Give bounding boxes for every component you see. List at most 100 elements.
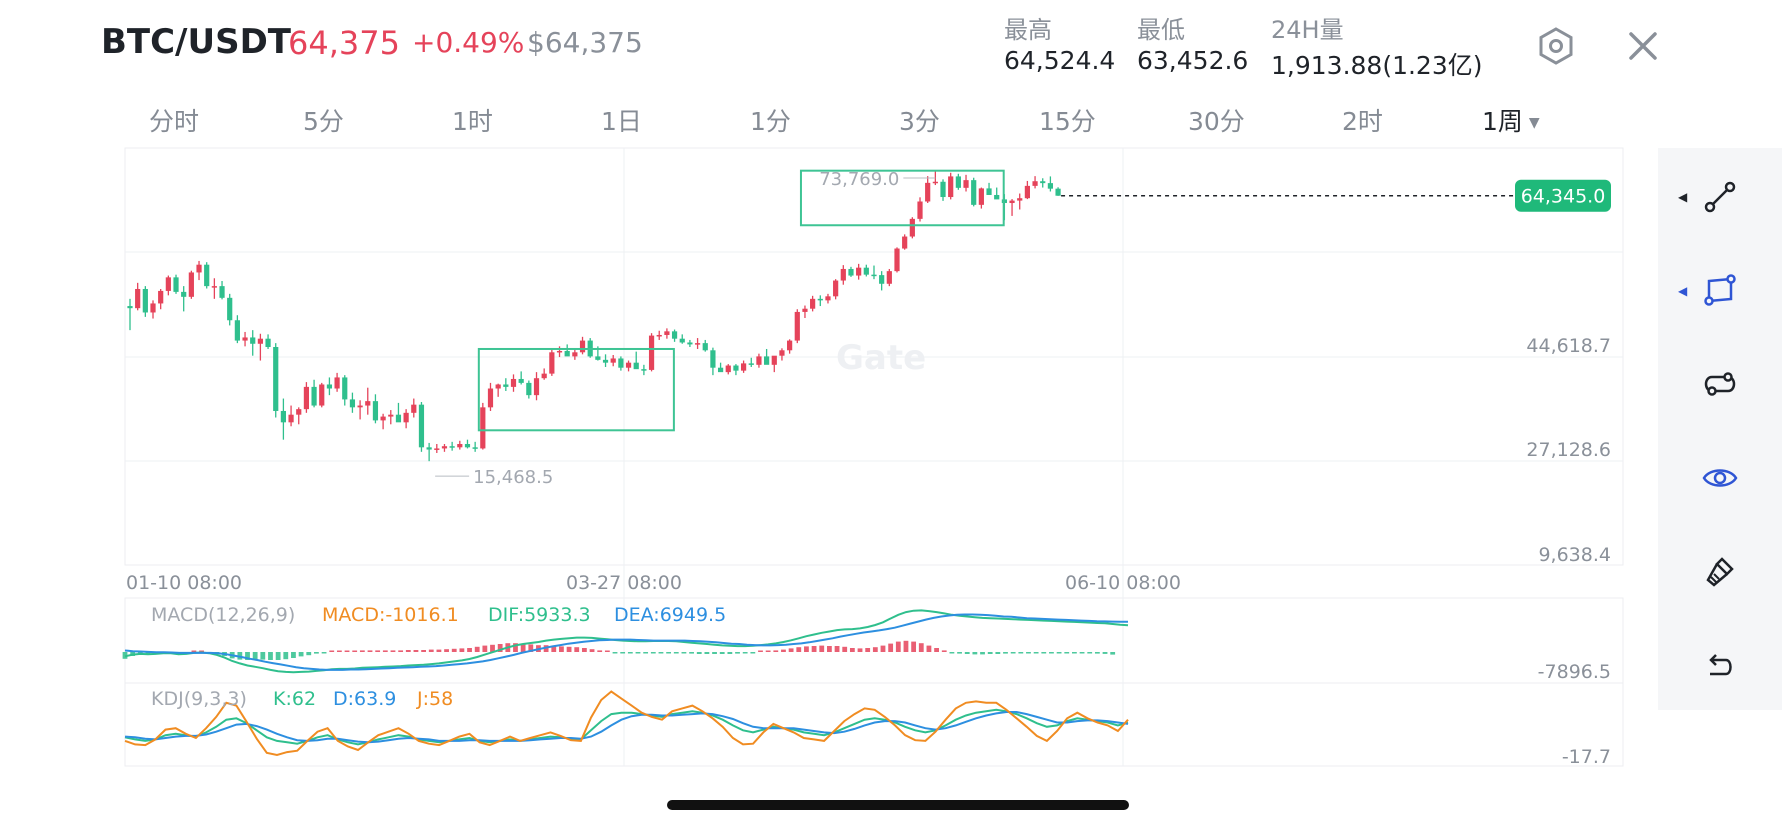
- tab-1h[interactable]: 1时: [452, 107, 493, 136]
- candle-body: [204, 264, 210, 287]
- macd-histogram-bar: [1064, 652, 1070, 654]
- macd-histogram-bar: [199, 650, 204, 652]
- line-draw-icon[interactable]: [1700, 176, 1740, 216]
- candle-body: [449, 446, 455, 448]
- macd-histogram-bar: [459, 648, 465, 652]
- candle-body: [694, 343, 701, 345]
- candle-body: [495, 384, 501, 389]
- macd-histogram-bar: [620, 652, 626, 654]
- candle-body: [741, 363, 747, 371]
- macd-histogram-bar: [604, 650, 610, 652]
- candle-body: [955, 176, 961, 188]
- macd-histogram-bar: [658, 652, 664, 654]
- macd-histogram-bar: [1018, 652, 1024, 654]
- stat-low-label: 最低: [1137, 16, 1185, 44]
- macd-histogram-bar: [268, 652, 273, 660]
- macd-histogram-bar: [306, 652, 312, 656]
- candle-body: [441, 446, 448, 449]
- macd-histogram-bar: [344, 650, 350, 652]
- candle-body: [127, 306, 133, 309]
- expand-arrow-icon[interactable]: ◀: [1678, 190, 1688, 204]
- eraser-brush-icon[interactable]: [1700, 552, 1740, 592]
- macd-histogram-bar: [421, 650, 427, 652]
- candle-body: [518, 378, 524, 383]
- macd-dif-value: DIF:5933.3: [488, 604, 591, 626]
- macd-histogram-bar: [1110, 652, 1116, 655]
- macd-dea-value: DEA:6949.5: [614, 604, 726, 626]
- candle-body: [526, 382, 532, 396]
- macd-histogram-bar: [359, 650, 365, 652]
- kdj-title: KDJ(9,3,3): [151, 688, 247, 710]
- candle-body: [296, 409, 302, 415]
- macd-histogram-bar: [191, 650, 197, 652]
- macd-histogram-bar: [490, 644, 495, 652]
- tab-fenshi[interactable]: 分时: [149, 107, 200, 136]
- tab-1d[interactable]: 1日: [601, 107, 642, 136]
- macd-histogram-bar: [467, 648, 472, 652]
- candle-body: [311, 386, 317, 406]
- path-tool-icon[interactable]: [1700, 364, 1740, 404]
- macd-histogram-bar: [719, 652, 725, 654]
- candle-body: [173, 277, 179, 292]
- macd-histogram-bar: [704, 652, 710, 654]
- tab-15m[interactable]: 15分: [1039, 107, 1096, 136]
- last-price: 64,375: [288, 24, 400, 62]
- macd-histogram-bar: [1094, 652, 1100, 654]
- macd-histogram-bar: [497, 644, 503, 652]
- candle-body: [1032, 181, 1038, 186]
- macd-histogram-bar: [742, 652, 748, 654]
- kdj-y-tick: -17.7: [1562, 746, 1611, 768]
- candle-body: [702, 343, 708, 351]
- macd-histogram-bar: [735, 652, 740, 654]
- macd-histogram-bar: [872, 647, 878, 652]
- candle-body: [748, 363, 754, 365]
- candle-body: [188, 272, 194, 297]
- candle-body: [227, 297, 233, 321]
- candle-body: [917, 201, 923, 219]
- macd-histogram-bar: [543, 645, 549, 652]
- candle-body: [273, 347, 279, 411]
- tab-30m[interactable]: 30分: [1188, 107, 1245, 136]
- macd-histogram-bar: [382, 650, 388, 652]
- undo-icon[interactable]: [1700, 646, 1740, 686]
- candle-body: [787, 340, 793, 351]
- candle-body: [894, 248, 900, 272]
- macd-histogram-bar: [298, 652, 304, 657]
- last-price-tag: [1515, 179, 1611, 212]
- macd-histogram-bar: [895, 641, 901, 652]
- macd-histogram-bar: [482, 645, 488, 652]
- x-tick-label: 06-10 08:00: [1065, 572, 1181, 594]
- candle-body: [487, 388, 494, 408]
- tab-2h[interactable]: 2时: [1342, 107, 1383, 136]
- tab-1m[interactable]: 1分: [750, 107, 791, 136]
- candle-body: [434, 448, 440, 450]
- candle-body: [909, 218, 915, 237]
- eye-icon[interactable]: [1700, 458, 1740, 498]
- macd-histogram-bar: [811, 646, 817, 652]
- macd-histogram-bar: [1033, 652, 1039, 654]
- tab-3m[interactable]: 3分: [899, 107, 940, 136]
- macd-histogram-bar: [1049, 652, 1054, 654]
- tab-5m[interactable]: 5分: [303, 107, 344, 136]
- candle-body: [810, 298, 816, 309]
- macd-histogram-bar: [781, 649, 786, 652]
- macd-histogram-bar: [643, 652, 649, 654]
- rectangle-draw-icon[interactable]: [1700, 270, 1740, 310]
- macd-histogram-bar: [819, 645, 825, 652]
- x-tick-label: 01-10 08:00: [126, 572, 242, 594]
- macd-histogram-bar: [972, 652, 978, 655]
- candle-body: [579, 340, 586, 353]
- settings-hexagon-icon[interactable]: [1536, 26, 1576, 66]
- macd-histogram-bar: [849, 648, 855, 652]
- close-icon[interactable]: [1625, 28, 1661, 64]
- macd-histogram-bar: [765, 650, 771, 652]
- candle-body: [1024, 185, 1030, 199]
- macd-histogram-bar: [758, 650, 763, 652]
- candle-body: [840, 268, 846, 281]
- tab-1w[interactable]: 1周 ▼: [1482, 102, 1540, 138]
- expand-arrow-icon[interactable]: ◀: [1678, 284, 1688, 298]
- candle-body: [418, 404, 425, 448]
- usd-price: $64,375: [527, 26, 643, 59]
- candle-body: [687, 342, 693, 345]
